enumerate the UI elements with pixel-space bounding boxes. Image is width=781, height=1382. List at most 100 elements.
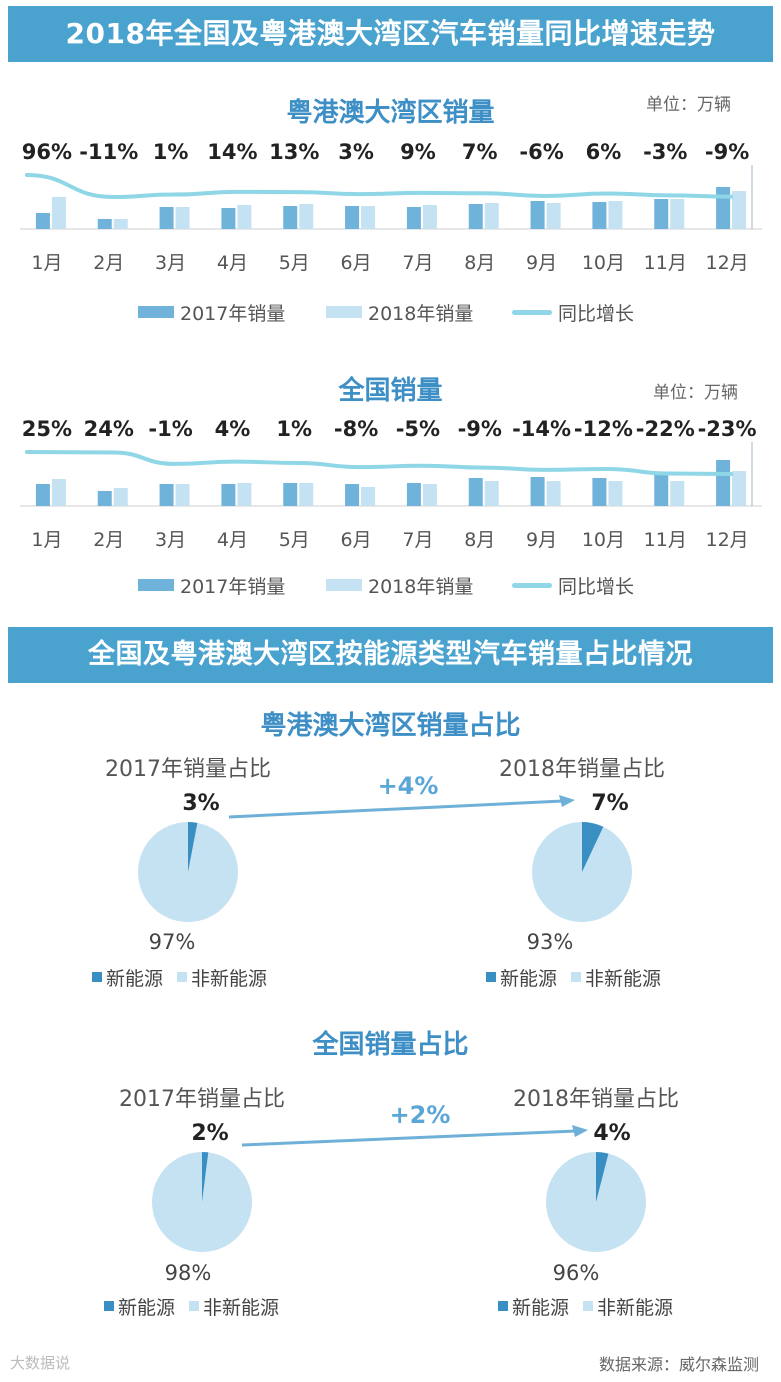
national-change-arrow: [241, 1125, 588, 1147]
growth-data-label: 96%: [22, 140, 72, 164]
bar-2017: [97, 219, 112, 229]
bar-2018: [175, 207, 190, 229]
bar-2018: [546, 203, 561, 229]
growth-data-label: -22%: [636, 417, 695, 441]
bar-2017: [592, 202, 607, 229]
growth-data-label: -5%: [396, 417, 440, 441]
unit-label: 单位：万辆: [646, 95, 731, 115]
pie-slice-new-energy: [596, 1152, 609, 1202]
national-sales-chart-title: 全国销量: [338, 376, 443, 406]
x-tick-label: 6月: [341, 252, 372, 274]
x-tick-label: 4月: [217, 529, 248, 551]
gba-2017-new-pct: 3%: [182, 791, 220, 816]
growth-data-label: 24%: [84, 417, 134, 441]
national-change: +2%: [389, 1101, 451, 1129]
bar-2018: [237, 205, 252, 229]
bar-2018: [670, 199, 685, 229]
bar-2017: [468, 478, 483, 506]
gba-2017-non-pct: 97%: [148, 930, 196, 954]
national-2017-pie-legend: 新能源 非新能源: [104, 1292, 279, 1320]
national-2018-pie-legend: 新能源 非新能源: [498, 1292, 673, 1320]
bar-2017: [406, 483, 421, 506]
bar-2018: [422, 205, 437, 229]
bar-2018: [484, 481, 499, 506]
national-2018-non-pct: 96%: [552, 1261, 600, 1285]
x-tick-label: 3月: [155, 529, 186, 551]
bar-2018: [299, 204, 314, 229]
growth-data-label: -11%: [79, 140, 138, 164]
bar-2017: [35, 213, 50, 229]
bar-2017: [654, 199, 669, 229]
x-tick-label: 12月: [705, 529, 748, 551]
x-tick-label: 9月: [526, 252, 557, 274]
x-tick-label: 7月: [402, 529, 433, 551]
bar-2017: [716, 460, 731, 506]
bar-2018: [51, 479, 66, 506]
national-share-title: 全国销量占比: [312, 1030, 469, 1060]
bar-2018: [670, 481, 685, 506]
growth-data-label: 9%: [400, 140, 436, 164]
bar-2017: [654, 474, 669, 506]
x-tick-label: 11月: [644, 529, 687, 551]
gba-2017-pie: [138, 822, 238, 922]
gba-2017-label: 2017年销量占比: [105, 757, 271, 782]
bar-2018: [608, 201, 623, 229]
bar-2017: [35, 484, 50, 506]
bar-2017: [221, 208, 236, 229]
growth-data-label: 7%: [462, 140, 498, 164]
gba-2018-pie-legend: 新能源 非新能源: [486, 963, 661, 991]
legend-2018: 2018年销量: [326, 297, 473, 327]
bar-2018: [422, 484, 437, 506]
bar-2018: [608, 481, 623, 506]
national-2018-label: 2018年销量占比: [513, 1087, 679, 1112]
growth-line: [24, 173, 734, 200]
x-tick-label: 10月: [582, 529, 625, 551]
legend-2018: 2018年销量: [326, 570, 473, 600]
national-2018-new-pct: 4%: [593, 1121, 631, 1146]
national-sales-chart: 1月 25% 2月 24% 3月 -1% 4月 4% 5月 1% 6月 -8% 7月 -5% 8月 -9% 9月…: [20, 417, 762, 551]
x-tick-label: 2月: [93, 529, 124, 551]
data-source: 数据来源：威尔森监测: [598, 1355, 759, 1374]
gba-change-arrow: [228, 795, 575, 819]
gba-2018-new-pct: 7%: [591, 791, 629, 816]
gba-share-title: 粤港澳大湾区销量占比: [260, 711, 521, 741]
legend-2017: 2017年销量: [138, 570, 285, 600]
national-2017-new-pct: 2%: [191, 1121, 229, 1146]
x-tick-label: 9月: [526, 529, 557, 551]
bar-2018: [732, 191, 747, 229]
bar-2018: [113, 219, 128, 229]
gba-2018-label: 2018年销量占比: [499, 757, 665, 782]
growth-data-label: 1%: [276, 417, 312, 441]
gba-sales-chart-title: 粤港澳大湾区销量: [286, 98, 495, 128]
bar-2017: [592, 478, 607, 506]
gba-2017-pie-legend: 新能源 非新能源: [92, 963, 267, 991]
bar-2018: [51, 197, 66, 229]
bar-2017: [345, 484, 360, 506]
x-tick-label: 3月: [155, 252, 186, 274]
gba-sales-chart: 1月 96% 2月 -11% 3月 1% 4月 14% 5月 13% 6月 3% 7月 9% 8月 7% 9月 -…: [20, 140, 762, 274]
bar-2018: [546, 481, 561, 506]
bar-2018: [299, 483, 314, 506]
growth-data-label: 25%: [22, 417, 72, 441]
bar-2018: [113, 488, 128, 506]
gba-change: +4%: [377, 772, 439, 800]
gba-2018-non-pct: 93%: [526, 930, 574, 954]
bar-2017: [283, 483, 298, 506]
watermark: 大数据说: [10, 1354, 71, 1372]
unit-label: 单位：万辆: [653, 383, 738, 403]
bar-2017: [97, 491, 112, 506]
pie-slice-new-energy: [188, 822, 198, 872]
bar-2018: [175, 484, 190, 506]
bottom-banner: 全国及粤港澳大湾区按能源类型汽车销量占比情况: [8, 627, 773, 683]
growth-data-label: -3%: [643, 140, 687, 164]
national-2017-label: 2017年销量占比: [119, 1087, 285, 1112]
bar-2017: [345, 206, 360, 229]
national-2018-pie: [546, 1152, 646, 1252]
bar-2018: [237, 483, 252, 506]
x-tick-label: 5月: [279, 529, 310, 551]
x-tick-label: 8月: [464, 252, 495, 274]
gba-chart-legend: 2017年销量 2018年销量 同比增长: [0, 297, 781, 327]
bar-2017: [530, 477, 545, 506]
x-tick-label: 11月: [644, 252, 687, 274]
x-tick-label: 4月: [217, 252, 248, 274]
